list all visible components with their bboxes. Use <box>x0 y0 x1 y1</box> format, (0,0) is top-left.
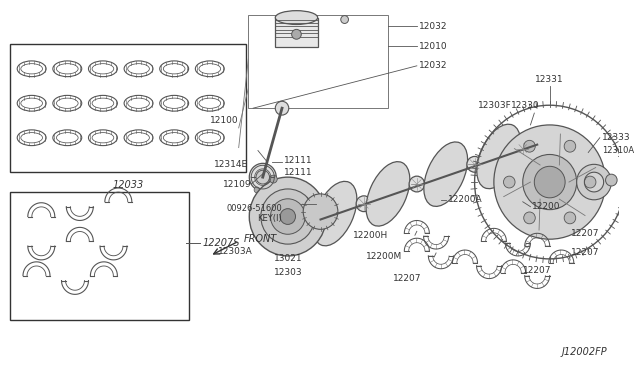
Text: FRONT: FRONT <box>243 234 276 244</box>
Circle shape <box>524 212 535 224</box>
Text: 12100: 12100 <box>210 116 239 125</box>
Text: 12207S: 12207S <box>202 238 239 248</box>
Ellipse shape <box>275 11 317 25</box>
Text: 12303A: 12303A <box>218 247 253 256</box>
Text: 12200H: 12200H <box>353 231 388 240</box>
Circle shape <box>280 209 296 224</box>
Circle shape <box>564 212 576 224</box>
Bar <box>275 33 317 37</box>
Circle shape <box>564 140 576 152</box>
Bar <box>275 19 317 23</box>
Ellipse shape <box>366 162 410 226</box>
Text: 12207: 12207 <box>393 274 421 283</box>
Text: 12111: 12111 <box>284 168 312 177</box>
Ellipse shape <box>477 124 520 189</box>
Circle shape <box>250 177 326 256</box>
Text: 00926-51600: 00926-51600 <box>227 204 282 213</box>
Bar <box>10 44 246 172</box>
Circle shape <box>504 176 515 188</box>
Text: 12303F: 12303F <box>477 101 511 110</box>
Circle shape <box>584 176 596 188</box>
Text: 12111: 12111 <box>284 156 312 165</box>
Circle shape <box>254 187 260 193</box>
Circle shape <box>409 176 424 192</box>
Text: 12207: 12207 <box>571 229 600 238</box>
Text: 12207: 12207 <box>571 248 600 257</box>
Text: 12010: 12010 <box>419 42 447 51</box>
Text: 12033: 12033 <box>113 180 143 190</box>
Circle shape <box>605 174 617 186</box>
Circle shape <box>269 175 277 183</box>
Text: 12331: 12331 <box>536 74 564 84</box>
Text: 12333: 12333 <box>602 133 630 142</box>
Ellipse shape <box>424 142 468 206</box>
Circle shape <box>534 166 565 198</box>
Bar <box>248 15 388 108</box>
Text: 12207: 12207 <box>523 266 551 275</box>
Text: 12303: 12303 <box>273 268 302 277</box>
Text: 13021: 13021 <box>273 254 302 263</box>
Circle shape <box>467 157 483 172</box>
Bar <box>275 26 317 31</box>
Circle shape <box>524 140 535 152</box>
Text: 12200M: 12200M <box>366 253 403 262</box>
Bar <box>10 192 189 320</box>
Text: 12109: 12109 <box>223 180 252 189</box>
Text: 12310A: 12310A <box>602 146 634 155</box>
Text: 12032: 12032 <box>419 22 447 31</box>
Circle shape <box>271 199 305 234</box>
Ellipse shape <box>313 181 357 246</box>
Text: KEY(I): KEY(I) <box>257 214 282 222</box>
Text: J12002FP: J12002FP <box>562 347 607 357</box>
Text: 12200A: 12200A <box>447 195 483 204</box>
FancyBboxPatch shape <box>275 17 317 47</box>
Circle shape <box>516 142 529 155</box>
Text: 12032: 12032 <box>419 61 447 70</box>
Circle shape <box>261 189 315 244</box>
Circle shape <box>494 125 605 239</box>
Circle shape <box>250 163 276 191</box>
Circle shape <box>292 29 301 39</box>
Text: 12314E: 12314E <box>214 160 248 169</box>
Circle shape <box>356 196 372 212</box>
Circle shape <box>266 187 271 193</box>
Text: 12200: 12200 <box>532 202 561 211</box>
Text: 12330: 12330 <box>511 101 540 110</box>
Circle shape <box>303 194 338 230</box>
Circle shape <box>256 170 269 184</box>
Circle shape <box>275 101 289 115</box>
Circle shape <box>340 16 348 23</box>
Circle shape <box>523 154 577 210</box>
